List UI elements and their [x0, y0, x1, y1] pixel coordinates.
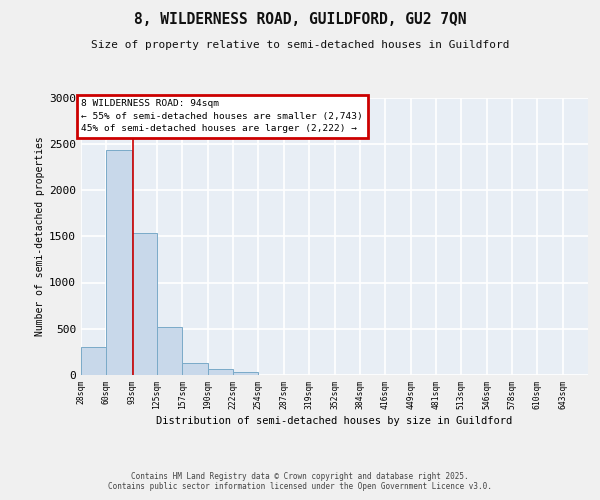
Y-axis label: Number of semi-detached properties: Number of semi-detached properties [35, 136, 45, 336]
Bar [182, 363, 208, 375]
X-axis label: Distribution of semi-detached houses by size in Guildford: Distribution of semi-detached houses by … [157, 416, 512, 426]
Text: Contains HM Land Registry data © Crown copyright and database right 2025.
Contai: Contains HM Land Registry data © Crown c… [108, 472, 492, 491]
Text: 8 WILDERNESS ROAD: 94sqm
← 55% of semi-detached houses are smaller (2,743)
45% o: 8 WILDERNESS ROAD: 94sqm ← 55% of semi-d… [82, 100, 363, 134]
Bar [208, 370, 233, 375]
Bar [81, 347, 106, 375]
Text: Size of property relative to semi-detached houses in Guildford: Size of property relative to semi-detach… [91, 40, 509, 50]
Text: 8, WILDERNESS ROAD, GUILDFORD, GU2 7QN: 8, WILDERNESS ROAD, GUILDFORD, GU2 7QN [134, 12, 466, 28]
Bar [132, 234, 157, 375]
Bar [157, 327, 182, 375]
Bar [233, 372, 258, 375]
Bar [106, 150, 132, 375]
